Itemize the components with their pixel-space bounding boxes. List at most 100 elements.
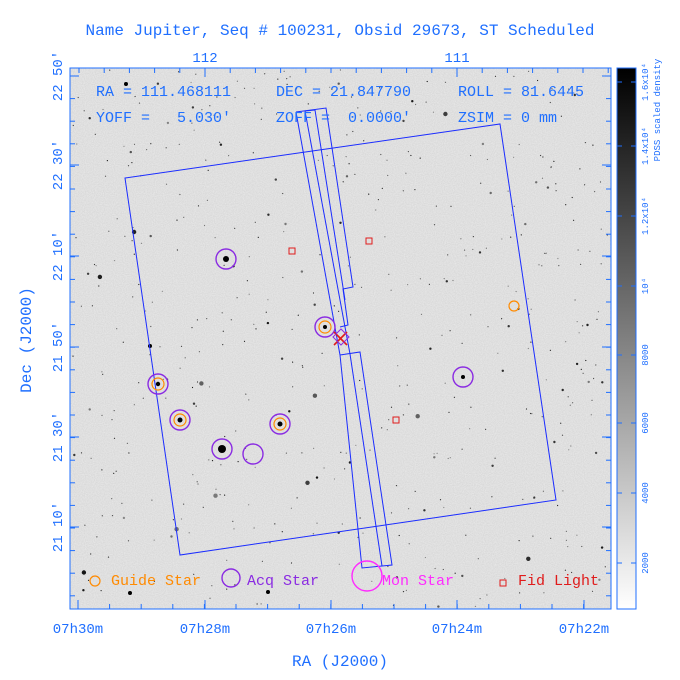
- bright-star: [124, 82, 128, 86]
- field-star: [133, 143, 136, 145]
- field-star: [338, 563, 340, 565]
- field-star: [222, 330, 224, 332]
- colorbar-tick-label: 4000: [641, 482, 651, 504]
- field-star: [345, 175, 349, 178]
- field-star: [209, 105, 211, 107]
- field-star: [526, 556, 531, 561]
- field-star: [128, 452, 130, 454]
- field-star: [501, 369, 504, 372]
- field-star: [568, 88, 570, 90]
- field-star: [520, 234, 522, 236]
- field-star: [439, 499, 442, 501]
- field-star: [565, 341, 567, 343]
- field-star: [283, 70, 285, 72]
- field-star: [562, 490, 564, 492]
- field-star: [541, 265, 543, 267]
- field-star: [75, 237, 77, 239]
- field-star: [236, 80, 238, 82]
- field-star: [527, 298, 529, 300]
- field-star: [513, 156, 515, 158]
- field-star: [531, 413, 533, 415]
- info-ra: RA = 111.468111: [96, 84, 231, 101]
- acq-stars: [147, 248, 474, 465]
- field-star: [307, 103, 309, 105]
- field-star: [76, 143, 78, 145]
- field-star: [527, 347, 529, 350]
- field-star: [281, 531, 283, 533]
- field-star: [191, 327, 193, 329]
- field-star: [178, 71, 180, 73]
- field-star: [398, 534, 400, 537]
- field-star: [100, 590, 102, 592]
- field-star: [248, 399, 250, 401]
- field-star: [390, 289, 392, 291]
- field-star: [604, 566, 606, 568]
- field-star: [113, 260, 116, 262]
- field-star: [72, 124, 74, 127]
- field-star: [472, 236, 474, 238]
- strip-edge-left: [295, 111, 341, 356]
- field-star: [88, 117, 91, 120]
- field-star: [360, 286, 363, 288]
- field-star: [573, 581, 575, 583]
- field-star: [570, 445, 572, 447]
- field-star: [208, 386, 211, 388]
- field-star: [257, 236, 259, 238]
- field-star: [511, 214, 513, 216]
- field-star: [111, 515, 114, 517]
- field-star: [101, 414, 103, 416]
- field-star: [601, 381, 604, 384]
- field-star: [576, 534, 578, 536]
- guide-star: [151, 377, 165, 391]
- field-star: [282, 192, 284, 195]
- field-star: [142, 397, 144, 399]
- x-tick-label: 07h26m: [306, 622, 356, 638]
- field-star: [497, 352, 499, 354]
- field-star: [396, 337, 398, 339]
- pointing-marker: [332, 328, 350, 346]
- field-star: [449, 330, 451, 332]
- acq-star: [314, 316, 336, 338]
- field-star: [542, 156, 544, 158]
- field-star: [286, 83, 288, 85]
- legend-guide-icon: [89, 575, 101, 587]
- field-star: [479, 598, 481, 600]
- field-star: [195, 405, 197, 407]
- bright-star: [128, 591, 132, 595]
- field-star: [399, 385, 401, 387]
- field-star: [282, 276, 284, 279]
- field-star: [256, 603, 258, 605]
- guide-star: [273, 417, 287, 431]
- field-star: [274, 178, 277, 181]
- field-star: [165, 397, 167, 399]
- field-star: [205, 159, 207, 161]
- field-star: [379, 87, 381, 89]
- guide-star: [173, 413, 187, 427]
- field-star: [522, 498, 524, 500]
- legend-acq-label: Acq Star: [247, 573, 319, 590]
- field-star: [448, 411, 450, 413]
- field-star: [101, 469, 103, 471]
- field-star: [375, 209, 377, 211]
- fid-light: [365, 237, 373, 245]
- field-star: [395, 576, 399, 579]
- field-star: [388, 419, 390, 421]
- field-star: [289, 76, 291, 78]
- field-star: [354, 283, 356, 285]
- field-star: [519, 592, 521, 594]
- field-star: [470, 406, 472, 408]
- field-star: [388, 576, 390, 578]
- field-star: [597, 311, 600, 313]
- field-star: [165, 183, 168, 185]
- field-star: [333, 478, 336, 480]
- field-star: [461, 342, 463, 344]
- field-star: [224, 435, 226, 438]
- field-star: [219, 141, 221, 143]
- field-star: [538, 264, 540, 266]
- field-star: [159, 346, 161, 348]
- field-star: [290, 562, 293, 564]
- field-star: [477, 558, 479, 560]
- field-star: [151, 301, 153, 303]
- field-star: [228, 155, 230, 157]
